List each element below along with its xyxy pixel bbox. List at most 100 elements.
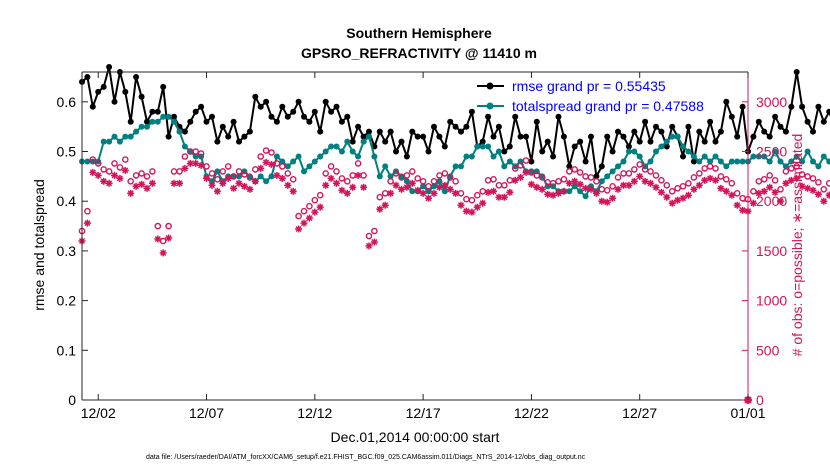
asterisk-stroke bbox=[658, 189, 665, 196]
data-point bbox=[652, 183, 660, 191]
data-point bbox=[414, 133, 421, 140]
legend: rmse grand pr = 0.55435 totalspread gran… bbox=[477, 78, 704, 114]
data-point bbox=[106, 138, 113, 145]
data-point bbox=[685, 148, 692, 155]
data-point bbox=[810, 158, 816, 165]
data-point bbox=[587, 185, 595, 193]
asterisk-stroke bbox=[403, 184, 410, 191]
data-point bbox=[436, 172, 443, 179]
data-point bbox=[246, 185, 254, 193]
data-point bbox=[148, 179, 156, 187]
data-point bbox=[300, 207, 308, 215]
data-point bbox=[739, 158, 746, 165]
y-tick-label-left: 0.5 bbox=[57, 144, 77, 160]
data-point bbox=[419, 177, 427, 185]
data-point bbox=[257, 153, 265, 160]
data-point bbox=[360, 138, 367, 145]
data-point bbox=[219, 168, 227, 175]
data-point bbox=[565, 179, 573, 187]
data-point bbox=[236, 138, 242, 145]
data-point bbox=[289, 187, 297, 195]
data-point bbox=[144, 123, 150, 130]
data-point bbox=[132, 172, 140, 179]
data-point bbox=[263, 98, 270, 105]
data-point bbox=[240, 182, 248, 190]
asterisk-stroke bbox=[382, 202, 389, 209]
data-point bbox=[138, 93, 145, 100]
data-point bbox=[728, 158, 735, 165]
data-point bbox=[311, 208, 319, 216]
data-point bbox=[100, 83, 107, 90]
data-point bbox=[782, 168, 790, 175]
data-point bbox=[549, 191, 557, 199]
data-point bbox=[192, 108, 199, 115]
data-point bbox=[370, 238, 378, 246]
data-point bbox=[408, 168, 416, 175]
data-point bbox=[782, 163, 789, 170]
data-point bbox=[219, 123, 226, 130]
data-point bbox=[793, 174, 801, 182]
data-point bbox=[317, 153, 324, 160]
data-point bbox=[105, 168, 113, 175]
data-point bbox=[176, 128, 183, 135]
data-point bbox=[187, 118, 194, 125]
data-point bbox=[295, 98, 302, 105]
data-point bbox=[333, 168, 340, 175]
data-point bbox=[441, 188, 448, 195]
data-point bbox=[392, 170, 400, 177]
data-point bbox=[225, 133, 232, 140]
asterisk-stroke bbox=[344, 190, 351, 197]
data-point bbox=[387, 189, 395, 197]
data-point bbox=[490, 133, 497, 140]
asterisk-stroke bbox=[317, 204, 324, 211]
data-point bbox=[538, 185, 546, 193]
data-point bbox=[815, 178, 822, 186]
data-point bbox=[739, 103, 746, 110]
x-tick-label: 12/02 bbox=[81, 405, 116, 421]
asterisk-stroke bbox=[441, 182, 448, 189]
data-point bbox=[171, 118, 177, 125]
data-point bbox=[452, 177, 459, 185]
asterisk-stroke bbox=[728, 192, 735, 199]
data-point bbox=[425, 148, 432, 155]
data-point bbox=[316, 191, 324, 199]
data-point bbox=[149, 168, 156, 175]
asterisk-stroke bbox=[636, 173, 643, 180]
data-point bbox=[793, 69, 800, 75]
data-point bbox=[279, 158, 286, 165]
data-point bbox=[669, 123, 676, 130]
asterisk-stroke bbox=[712, 177, 719, 184]
series-3 bbox=[78, 158, 830, 257]
data-point bbox=[712, 165, 719, 172]
data-point bbox=[289, 175, 297, 183]
data-point bbox=[171, 113, 177, 120]
data-point bbox=[209, 113, 215, 120]
asterisk-stroke bbox=[355, 172, 362, 179]
asterisk-stroke bbox=[555, 190, 562, 197]
data-point bbox=[479, 143, 486, 150]
data-point bbox=[772, 113, 779, 120]
asterisk-stroke bbox=[122, 167, 129, 174]
data-point bbox=[815, 163, 822, 170]
data-point bbox=[132, 182, 140, 190]
data-point bbox=[647, 138, 654, 145]
data-point bbox=[647, 179, 654, 187]
data-point bbox=[603, 198, 611, 206]
asterisk-stroke bbox=[154, 235, 161, 243]
data-point bbox=[122, 156, 129, 163]
data-point bbox=[582, 184, 590, 192]
asterisk-stroke bbox=[598, 198, 605, 205]
data-point bbox=[690, 185, 698, 193]
data-point bbox=[425, 188, 432, 195]
data-point bbox=[111, 160, 118, 167]
asterisk-stroke bbox=[560, 188, 567, 195]
data-point bbox=[181, 128, 188, 135]
asterisk-stroke bbox=[181, 165, 188, 172]
data-point bbox=[750, 153, 757, 160]
data-point bbox=[425, 182, 432, 190]
data-point bbox=[197, 150, 205, 157]
asterisk-stroke bbox=[495, 194, 502, 201]
asterisk-stroke bbox=[225, 175, 232, 182]
asterisk-stroke bbox=[566, 180, 573, 187]
data-point bbox=[435, 183, 443, 191]
